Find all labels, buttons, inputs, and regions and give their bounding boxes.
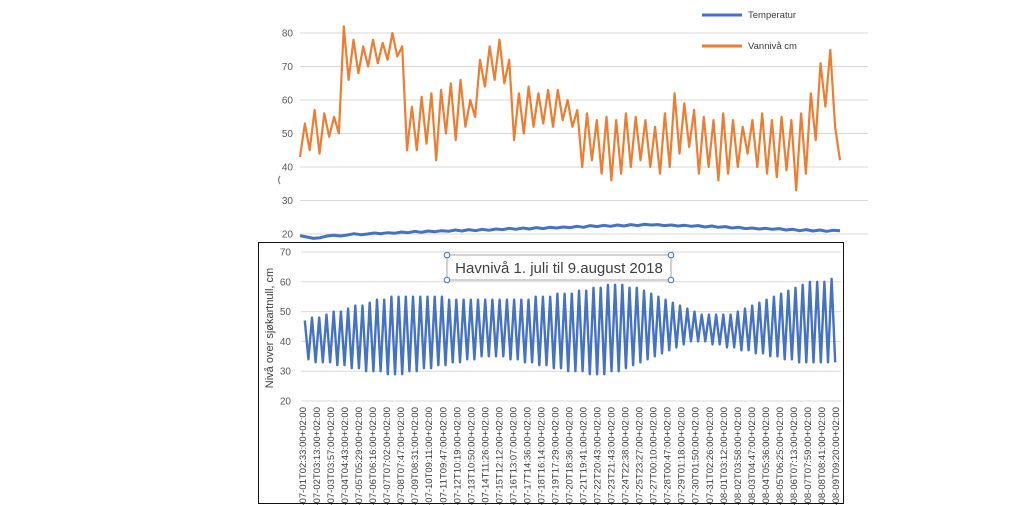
x-tick-label: 2018-07-30T01:50:00+02:00	[691, 407, 702, 505]
y-tick-label: 60	[280, 277, 292, 288]
chart-title-box[interactable]: Havnivå 1. juli til 9.august 2018	[443, 251, 675, 284]
x-tick-label: 2018-07-17T14:36:00+02:00	[522, 407, 533, 505]
y-tick-label: 30	[282, 196, 294, 207]
y-tick-label: 30	[280, 367, 292, 378]
sea-level-chart: 20 30 40 50 60 70 Nivå over sjøkartnull, cm 2…	[264, 248, 842, 505]
x-tick-label: 2018-08-01T03:12:00+02:00	[719, 407, 730, 505]
front-chart-x-axis: 2018-07-01T02:33:00+02:00 2018-07-02T03:1…	[298, 407, 842, 505]
x-tick-label: 2018-07-29T01:18:00+02:00	[677, 407, 688, 505]
x-tick-label: 2018-07-11T09:47:00+02:00	[438, 407, 449, 505]
y-tick-label: 50	[280, 307, 292, 318]
x-tick-label: 2018-07-25T23:27:00+02:00	[635, 407, 646, 505]
x-tick-label: 2018-07-01T02:33:00+02:00	[298, 407, 309, 505]
x-tick-label: 2018-07-18T16:14:00+02:00	[536, 407, 547, 505]
y-tick-label: 40	[280, 337, 292, 348]
front-chart-y-axis-label: Nivå over sjøkartnull, cm	[264, 268, 276, 388]
x-tick-label: 2018-07-03T03:57:00+02:00	[326, 407, 337, 505]
sea-level-chart-panel[interactable]: 20 30 40 50 60 70 Nivå over sjøkartnull, cm 2…	[258, 242, 844, 505]
y-tick-label: 50	[282, 129, 294, 140]
x-tick-label: 2018-07-21T19:41:00+02:00	[579, 407, 590, 505]
selection-handle-icon[interactable]	[667, 251, 675, 259]
x-tick-label: 2018-07-24T22:38:00+02:00	[621, 407, 632, 505]
chart-title: Havnivå 1. juli til 9.august 2018	[455, 260, 663, 277]
y-tick-label: 60	[282, 96, 294, 107]
back-chart-series	[298, 25, 842, 240]
x-tick-label: 2018-07-28T00:47:00+02:00	[663, 407, 674, 505]
x-tick-label: 2018-07-15T12:12:00+02:00	[494, 407, 505, 505]
series-line-havniva	[303, 277, 837, 376]
x-tick-label: 2018-07-06T06:16:00+02:00	[368, 407, 379, 505]
selection-handle-icon[interactable]	[667, 276, 675, 284]
back-chart-legend: Temperatur Vannivå cm	[702, 10, 797, 52]
y-tick-label: 20	[280, 397, 292, 408]
x-tick-label: 2018-07-20T18:36:00+02:00	[565, 407, 576, 505]
x-tick-label: 2018-07-22T20:43:00+02:00	[593, 407, 604, 505]
x-tick-label: 2018-08-05T06:25:00+02:00	[775, 407, 786, 505]
x-tick-label: 2018-07-31T02:26:00+02:00	[705, 407, 716, 505]
x-tick-label: 2018-07-12T10:19:00+02:00	[452, 407, 463, 505]
selection-handle-icon[interactable]	[443, 251, 451, 259]
front-chart-y-axis: 20 30 40 50 60 70	[280, 248, 292, 408]
x-tick-label: 2018-08-02T03:58:00+02:00	[733, 407, 744, 505]
legend-label-vanniva: Vannivå cm	[748, 41, 797, 52]
x-tick-label: 2018-07-04T04:43:00+02:00	[340, 407, 351, 505]
x-tick-label: 2018-08-06T07:13:00+02:00	[789, 407, 800, 505]
x-tick-label: 2018-07-09T08:31:00+02:00	[410, 407, 421, 505]
back-chart-y-axis: 30 40 50 60 70 80 20	[282, 29, 294, 241]
x-tick-label: 2018-08-07T07:59:00+02:00	[803, 407, 814, 505]
x-tick-label: 2018-08-03T04:47:00+02:00	[747, 407, 758, 505]
resize-handle-icon	[277, 175, 281, 185]
series-line-temperatur	[299, 222, 841, 240]
x-tick-label: 2018-07-13T10:50:00+02:00	[466, 407, 477, 505]
front-chart-series	[303, 277, 837, 376]
y-tick-label: 70	[280, 248, 292, 259]
y-tick-label: 40	[282, 163, 294, 174]
x-tick-label: 2018-07-14T11:26:00+02:00	[480, 407, 491, 505]
back-chart-gridlines	[300, 32, 868, 235]
x-tick-label: 2018-07-19T17:29:00+02:00	[551, 407, 562, 505]
x-tick-label: 2018-07-16T13:07:00+02:00	[508, 407, 519, 505]
x-tick-label: 2018-07-05T05:29:00+02:00	[354, 407, 365, 505]
x-tick-label: 2018-08-09T09:20:00+02:00	[831, 407, 842, 505]
x-tick-label: 2018-07-08T07:47:00+02:00	[396, 407, 407, 505]
x-tick-label: 2018-07-27T00:10:00+02:00	[649, 407, 660, 505]
selection-handle-icon[interactable]	[443, 276, 451, 284]
y-tick-label: 20	[282, 230, 294, 241]
x-tick-label: 2018-08-04T05:36:00+02:00	[761, 407, 772, 505]
y-tick-label: 80	[282, 29, 294, 40]
title-selection-frame	[446, 254, 672, 281]
x-tick-label: 2018-07-02T03:13:00+02:00	[312, 407, 323, 505]
x-tick-label: 2018-07-23T21:43:00+02:00	[607, 407, 618, 505]
x-tick-label: 2018-08-08T08:41:00+02:00	[817, 407, 828, 505]
x-tick-label: 2018-07-07T07:02:00+02:00	[382, 407, 393, 505]
series-line-vanniva	[298, 25, 842, 192]
legend-label-temperatur: Temperatur	[748, 10, 796, 21]
x-tick-label: 2018-07-10T09:11:00+02:00	[424, 407, 435, 505]
y-tick-label: 70	[282, 62, 294, 73]
